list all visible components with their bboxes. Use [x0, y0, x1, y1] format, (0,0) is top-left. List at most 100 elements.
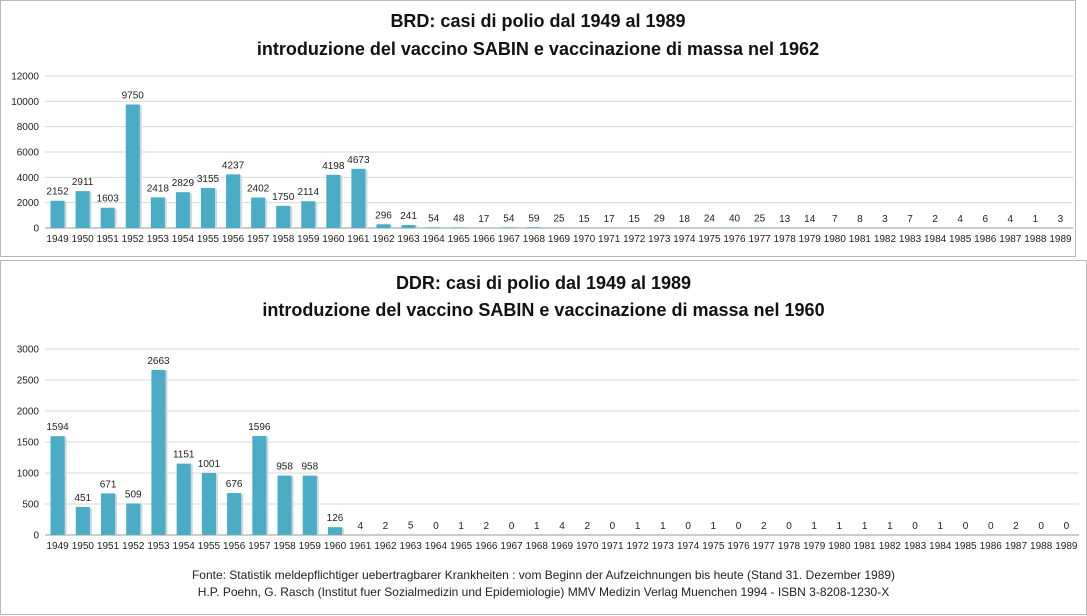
ddr-bar — [227, 493, 241, 535]
ddr-data-label: 0 — [685, 521, 691, 532]
ddr-data-label: 4 — [357, 521, 363, 532]
ddr-data-label: 1 — [887, 521, 893, 532]
ddr-x-tick-label: 1981 — [854, 541, 877, 552]
ddr-data-label: 1 — [635, 521, 641, 532]
brd-data-label: 4237 — [222, 160, 245, 171]
ddr-x-tick-label: 1957 — [248, 541, 271, 552]
brd-x-tick-label: 1982 — [874, 234, 897, 245]
brd-data-label: 241 — [400, 211, 417, 222]
ddr-x-tick-label: 1962 — [374, 541, 397, 552]
ddr-x-tick-label: 1980 — [828, 541, 851, 552]
ddr-data-label: 1594 — [46, 422, 69, 433]
brd-x-tick-label: 1984 — [924, 234, 947, 245]
ddr-bar — [151, 370, 165, 535]
brd-y-tick-label: 10000 — [11, 97, 39, 108]
ddr-bar — [202, 473, 216, 535]
ddr-x-tick-label: 1979 — [803, 541, 826, 552]
ddr-data-label: 0 — [433, 521, 439, 532]
ddr-data-label: 676 — [226, 479, 243, 490]
brd-data-label: 14 — [804, 214, 816, 225]
brd-data-label: 1 — [1033, 214, 1039, 225]
brd-bar — [251, 198, 265, 228]
ddr-x-tick-label: 1965 — [450, 541, 473, 552]
brd-data-label: 1750 — [272, 192, 295, 203]
brd-bar — [527, 227, 541, 228]
brd-x-tick-label: 1976 — [723, 234, 746, 245]
ddr-data-label: 2 — [761, 521, 767, 532]
ddr-bar — [303, 476, 317, 535]
ddr-x-tick-label: 1959 — [299, 541, 322, 552]
brd-data-label: 59 — [528, 213, 540, 224]
ddr-y-tick-label: 1000 — [17, 469, 40, 480]
brd-data-label: 296 — [375, 210, 392, 221]
ddr-x-tick-label: 1985 — [954, 541, 977, 552]
brd-y-tick-label: 4000 — [17, 173, 40, 184]
brd-x-tick-label: 1986 — [974, 234, 997, 245]
ddr-bar — [177, 464, 191, 535]
brd-data-label: 7 — [907, 214, 913, 225]
brd-y-tick-label: 6000 — [17, 148, 40, 159]
ddr-data-label: 2 — [1013, 521, 1019, 532]
ddr-x-tick-label: 1982 — [879, 541, 902, 552]
ddr-x-tick-label: 1954 — [173, 541, 196, 552]
brd-y-tick-label: 0 — [33, 224, 39, 235]
brd-bar — [351, 169, 365, 228]
brd-data-label: 2402 — [247, 184, 270, 195]
brd-data-label: 2152 — [46, 187, 69, 198]
ddr-x-tick-label: 1977 — [753, 541, 776, 552]
brd-bar — [427, 227, 441, 228]
ddr-data-label: 0 — [1038, 521, 1044, 532]
brd-data-label: 18 — [679, 214, 691, 225]
brd-bar — [226, 174, 240, 228]
brd-data-label: 17 — [478, 214, 490, 225]
ddr-data-label: 0 — [786, 521, 792, 532]
ddr-x-tick-label: 1967 — [500, 541, 523, 552]
ddr-data-label: 958 — [276, 462, 293, 473]
ddr-data-label: 0 — [610, 521, 616, 532]
brd-x-tick-label: 1971 — [598, 234, 621, 245]
ddr-x-tick-label: 1949 — [46, 541, 69, 552]
brd-x-tick-label: 1988 — [1024, 234, 1047, 245]
ddr-data-label: 1 — [862, 521, 868, 532]
brd-data-label: 15 — [629, 214, 641, 225]
brd-x-tick-label: 1989 — [1049, 234, 1072, 245]
ddr-data-label: 2 — [584, 521, 590, 532]
brd-data-label: 2829 — [172, 178, 195, 189]
brd-data-label: 3 — [882, 214, 888, 225]
brd-data-label: 40 — [729, 213, 741, 224]
brd-x-tick-label: 1963 — [397, 234, 420, 245]
ddr-x-tick-label: 1960 — [324, 541, 347, 552]
ddr-x-tick-label: 1984 — [929, 541, 952, 552]
brd-data-label: 48 — [453, 213, 465, 224]
source-line-2: H.P. Poehn, G. Rasch (Institut fuer Sozi… — [1, 584, 1086, 600]
ddr-data-label: 1 — [534, 521, 540, 532]
ddr-x-tick-label: 1987 — [1005, 541, 1028, 552]
brd-data-label: 2114 — [298, 187, 320, 198]
ddr-bar — [51, 436, 65, 535]
ddr-x-tick-label: 1969 — [551, 541, 574, 552]
brd-bar — [727, 227, 741, 228]
brd-bar — [452, 227, 466, 228]
brd-x-tick-label: 1957 — [247, 234, 270, 245]
ddr-data-label: 671 — [100, 479, 117, 490]
brd-bar — [276, 206, 290, 228]
ddr-data-label: 0 — [736, 521, 742, 532]
brd-x-tick-label: 1959 — [297, 234, 320, 245]
brd-x-tick-label: 1958 — [272, 234, 295, 245]
brd-bar — [201, 188, 215, 228]
brd-bar — [326, 175, 340, 228]
ddr-x-tick-label: 1966 — [475, 541, 498, 552]
ddr-data-label: 5 — [408, 521, 414, 532]
ddr-data-label: 1001 — [198, 459, 221, 470]
ddr-x-tick-label: 1958 — [273, 541, 296, 552]
brd-x-tick-label: 1962 — [372, 234, 395, 245]
brd-x-tick-label: 1967 — [498, 234, 521, 245]
ddr-data-label: 1 — [811, 521, 817, 532]
ddr-y-tick-label: 2500 — [17, 376, 40, 387]
brd-x-tick-label: 1981 — [849, 234, 872, 245]
brd-x-tick-label: 1953 — [147, 234, 170, 245]
brd-chart-plot: 0200040006000800010000120002152194929111… — [1, 1, 1077, 258]
ddr-data-label: 451 — [74, 493, 91, 504]
brd-x-tick-label: 1974 — [673, 234, 696, 245]
brd-data-label: 25 — [553, 214, 565, 225]
